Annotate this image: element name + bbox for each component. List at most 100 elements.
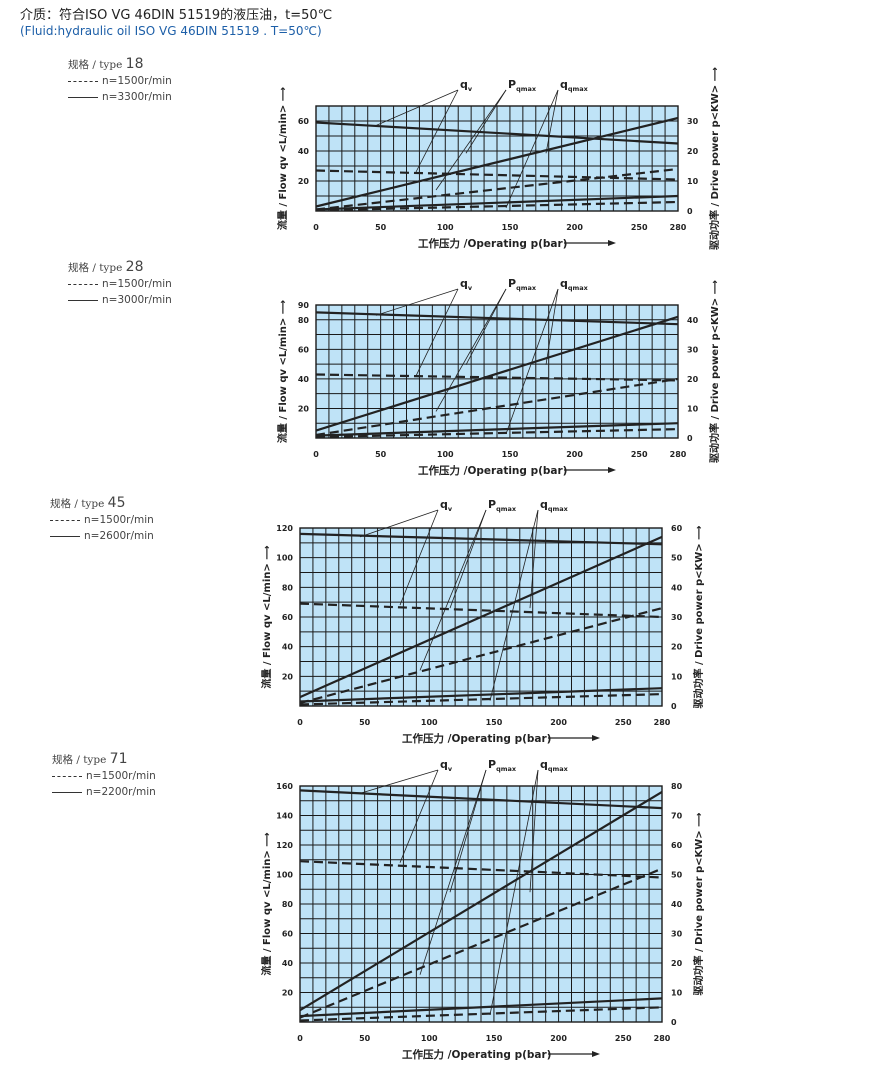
annotation-label: Pqmax <box>508 277 537 292</box>
legend-solid-row: n=2200r/min <box>52 784 156 800</box>
legend-type-28: 规格 / type 28 n=1500r/min n=3000r/min <box>68 259 172 308</box>
x-tick-label: 250 <box>631 223 648 232</box>
annotation-label: qqmax <box>540 498 569 513</box>
y-right-tick-label: 40 <box>671 583 683 592</box>
annotation-label: qv <box>440 758 453 773</box>
legend-dashed-row: n=1500r/min <box>50 512 154 528</box>
annotation-leader-line <box>489 769 539 1015</box>
annotation-leader-line <box>449 509 487 609</box>
x-tick-label: 150 <box>502 450 519 459</box>
legend-type-18: 规格 / type 18 n=1500r/min n=3300r/min <box>68 56 172 105</box>
dashed-series-line <box>315 200 679 212</box>
legend-dashed-row: n=1500r/min <box>52 768 156 784</box>
x-tick-label: 0 <box>313 223 319 232</box>
solid-line-swatch <box>52 791 82 793</box>
y-left-tick-label: 40 <box>282 959 294 968</box>
solid-series-line <box>315 194 679 211</box>
x-tick-label: 250 <box>631 450 648 459</box>
solid-line-swatch <box>68 299 98 301</box>
y-right-tick-label: 30 <box>687 117 699 126</box>
x-tick-label: 100 <box>421 718 438 727</box>
x-tick-label: 200 <box>566 450 583 459</box>
y-right-tick-label: 80 <box>671 782 683 791</box>
y-left-tick-label: 80 <box>298 316 310 325</box>
annotation-leader-line <box>505 89 559 209</box>
solid-series-line <box>315 121 679 145</box>
legend-solid-row: n=3000r/min <box>68 292 172 308</box>
x-axis-label: 工作压力 /Operating p(bar) <box>402 1048 551 1061</box>
solid-series-line <box>315 311 679 326</box>
x-tick-label: 250 <box>615 718 632 727</box>
x-axis-arrowhead <box>608 467 616 473</box>
x-tick-label: 50 <box>359 718 371 727</box>
y-left-axis-label: 流量 / Flow qv <L/min> ⟶ <box>276 300 289 443</box>
solid-series-line <box>299 790 663 1012</box>
annotation-label: Pqmax <box>488 758 517 773</box>
dashed-line-swatch <box>68 283 98 285</box>
dashed-series-line <box>299 867 663 1019</box>
annotation-leader-line <box>359 769 439 794</box>
y-left-tick-label: 120 <box>276 841 293 850</box>
y-right-tick-label: 30 <box>687 345 699 354</box>
y-right-tick-label: 0 <box>671 702 677 711</box>
y-right-axis-label: 驱动功率 / Drive power p<KW> ⟶ <box>708 67 721 250</box>
y-left-axis-label: 流量 / Flow qv <L/min> ⟶ <box>276 87 289 230</box>
annotation-leader-line <box>505 288 559 435</box>
y-left-tick-label: 40 <box>298 375 310 384</box>
x-tick-label: 280 <box>654 1034 671 1043</box>
x-tick-label: 50 <box>375 450 387 459</box>
x-axis-arrowhead <box>592 1051 600 1057</box>
y-right-tick-label: 20 <box>687 375 699 384</box>
y-left-tick-label: 120 <box>276 524 293 533</box>
solid-series-line <box>315 422 679 437</box>
y-right-axis-label: 驱动功率 / Drive power p<KW> ⟶ <box>692 812 705 995</box>
dashed-line-swatch <box>52 775 82 777</box>
y-right-tick-label: 10 <box>671 989 683 998</box>
y-left-tick-label: 100 <box>276 554 293 563</box>
y-left-tick-label: 140 <box>276 812 293 821</box>
x-tick-label: 150 <box>486 1034 503 1043</box>
chart-28: 0 50 100 150 200 250 280 20 40 60 80 90 0 10 20 30 40 工作压… <box>276 277 721 477</box>
annotation-leader-line <box>449 769 487 893</box>
y-right-tick-label: 70 <box>671 812 683 821</box>
dashed-series-line <box>315 169 679 181</box>
dashed-series-line <box>299 693 663 706</box>
solid-series-line <box>299 532 663 546</box>
x-tick-label: 100 <box>437 223 454 232</box>
chart-18: 0 50 100 150 200 250 280 20 40 60 0 10 20 30 工作压力 /Ope… <box>276 67 721 250</box>
x-tick-label: 150 <box>486 718 503 727</box>
legend-type-45: 规格 / type 45 n=1500r/min n=2600r/min <box>50 495 154 544</box>
annotation-leader-line <box>465 288 507 366</box>
y-right-tick-label: 60 <box>671 841 683 850</box>
y-right-tick-label: 50 <box>671 554 683 563</box>
annotation-leader-line <box>419 769 487 975</box>
x-axis-label: 工作压力 /Operating p(bar) <box>418 464 567 477</box>
x-tick-label: 200 <box>550 1034 567 1043</box>
annotation-label: qv <box>440 498 453 513</box>
dashed-series-line <box>299 602 663 619</box>
y-right-tick-label: 0 <box>687 207 693 216</box>
y-right-tick-label: 30 <box>671 613 683 622</box>
x-tick-label: 50 <box>375 223 387 232</box>
x-tick-label: 280 <box>670 223 687 232</box>
solid-line-swatch <box>50 535 80 537</box>
legend-solid-row: n=2600r/min <box>50 528 154 544</box>
dashed-series-line <box>299 607 663 705</box>
solid-series-line <box>315 116 679 208</box>
legend-title: 规格 / type 71 <box>52 751 128 767</box>
dashed-line-swatch <box>68 80 98 82</box>
y-left-tick-label: 60 <box>282 613 294 622</box>
annotation-leader-line <box>415 89 459 173</box>
y-left-tick-label: 80 <box>282 900 294 909</box>
y-right-tick-label: 50 <box>671 871 683 880</box>
y-left-tick-label: 60 <box>282 930 294 939</box>
annotation-label: qv <box>460 277 473 292</box>
solid-series-line <box>299 997 663 1018</box>
x-axis-label: 工作压力 /Operating p(bar) <box>418 237 567 250</box>
dashed-series-line <box>315 373 679 382</box>
header-medium-cn: 介质：符合ISO VG 46DIN 51519的液压油，t=50℃ <box>20 8 333 23</box>
x-tick-label: 0 <box>297 718 303 727</box>
annotation-leader-line <box>435 89 507 191</box>
x-tick-label: 100 <box>421 1034 438 1043</box>
